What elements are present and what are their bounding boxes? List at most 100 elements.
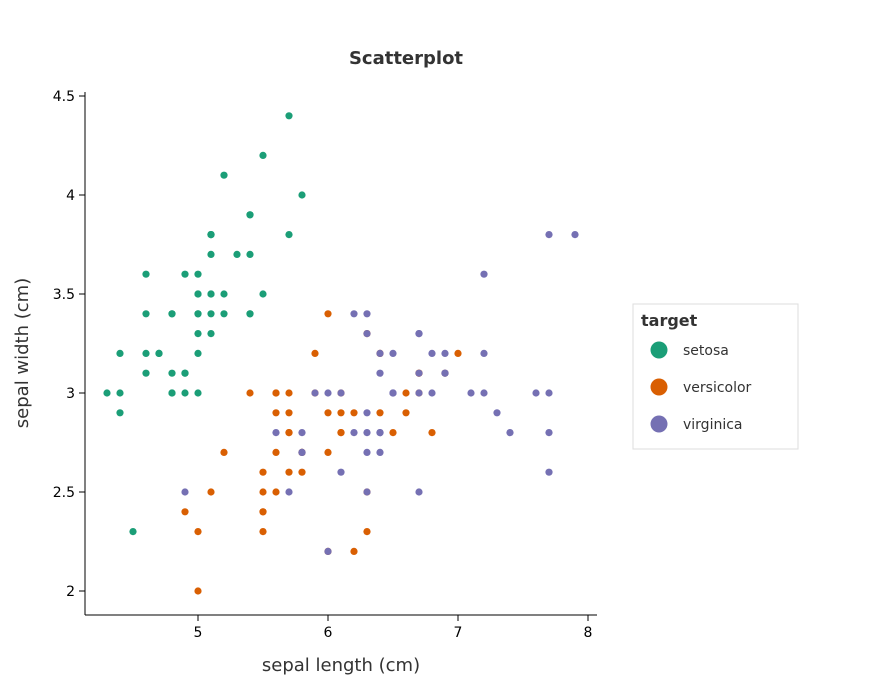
data-point-virginica [428,389,436,397]
data-point-virginica [415,389,423,397]
data-point-versicolor [285,429,293,437]
data-point-virginica [298,429,306,437]
x-tick-label: 7 [454,625,463,641]
data-point-virginica [389,349,397,357]
data-point-setosa [142,369,150,377]
data-point-versicolor [324,448,332,456]
data-point-virginica [337,389,345,397]
data-point-setosa [246,310,254,318]
data-point-versicolor [272,409,280,417]
y-tick-label: 2.5 [53,485,75,501]
legend-swatch-setosa [650,341,668,359]
data-point-versicolor [246,389,254,397]
data-point-setosa [116,409,124,417]
x-axis-ticks: 5 6 7 8 [194,615,592,641]
data-point-virginica [376,429,384,437]
data-point-virginica [506,429,514,437]
data-point-setosa [207,330,215,338]
data-point-virginica [480,389,488,397]
y-axis-title: sepal width (cm) [12,278,33,428]
data-point-setosa [194,290,202,298]
data-point-versicolor [337,429,345,437]
legend-label-setosa: setosa [683,343,729,359]
data-point-setosa [142,349,150,357]
data-point-virginica [480,349,488,357]
data-point-versicolor [285,389,293,397]
data-points [103,112,579,595]
data-point-setosa [168,369,176,377]
data-point-versicolor [285,468,293,476]
data-point-virginica [415,369,423,377]
data-point-setosa [233,250,241,258]
legend-label-virginica: virginica [683,417,743,433]
data-point-virginica [363,409,371,417]
data-point-setosa [168,310,176,318]
data-point-setosa [220,171,228,179]
data-point-virginica [363,488,371,496]
data-point-setosa [194,389,202,397]
data-point-virginica [415,330,423,338]
y-tick-label: 3 [66,386,75,402]
data-point-versicolor [194,587,202,595]
data-point-setosa [285,112,293,120]
plot-area: 5 6 7 8 2 2.5 3 3.5 4 4.5 [53,89,597,641]
data-point-virginica [350,429,358,437]
data-point-setosa [129,528,137,536]
data-point-virginica [311,389,319,397]
data-point-versicolor [376,409,384,417]
legend-items: setosa versicolor virginica [650,341,752,433]
data-point-setosa [207,310,215,318]
data-point-virginica [376,349,384,357]
y-tick-label: 3.5 [53,287,75,303]
data-point-virginica [272,429,280,437]
data-point-versicolor [272,389,280,397]
legend-swatch-versicolor [650,378,668,396]
data-point-virginica [545,231,553,239]
data-point-versicolor [285,409,293,417]
data-point-virginica [545,468,553,476]
legend-title: target [641,311,698,330]
data-point-versicolor [402,409,410,417]
y-tick-label: 4 [66,188,75,204]
y-tick-label: 4.5 [53,89,75,105]
data-point-versicolor [207,488,215,496]
legend-swatch-virginica [650,415,668,433]
data-point-setosa [259,151,267,159]
data-point-setosa [168,389,176,397]
data-point-setosa [207,250,215,258]
data-point-versicolor [194,528,202,536]
data-point-setosa [181,389,189,397]
data-point-setosa [103,389,111,397]
data-point-versicolor [363,528,371,536]
data-point-virginica [350,310,358,318]
data-point-setosa [194,310,202,318]
data-point-virginica [363,448,371,456]
data-point-versicolor [389,429,397,437]
data-point-virginica [389,389,397,397]
data-point-virginica [181,488,189,496]
data-point-setosa [194,270,202,278]
data-point-versicolor [259,468,267,476]
legend: target setosa versicolor virginica [632,303,799,450]
data-point-versicolor [272,448,280,456]
data-point-setosa [246,211,254,219]
data-point-setosa [207,231,215,239]
data-point-virginica [532,389,540,397]
x-axis-title: sepal length (cm) [262,655,420,676]
data-point-setosa [142,270,150,278]
data-point-versicolor [337,409,345,417]
data-point-versicolor [259,508,267,516]
data-point-versicolor [181,508,189,516]
data-point-setosa [220,290,228,298]
data-point-virginica [480,270,488,278]
data-point-virginica [441,369,449,377]
data-point-virginica [571,231,579,239]
data-point-versicolor [259,528,267,536]
data-point-setosa [194,349,202,357]
data-point-virginica [376,369,384,377]
data-point-virginica [324,547,332,556]
data-point-setosa [194,330,202,338]
data-point-setosa [285,231,293,239]
x-tick-label: 5 [194,625,203,641]
